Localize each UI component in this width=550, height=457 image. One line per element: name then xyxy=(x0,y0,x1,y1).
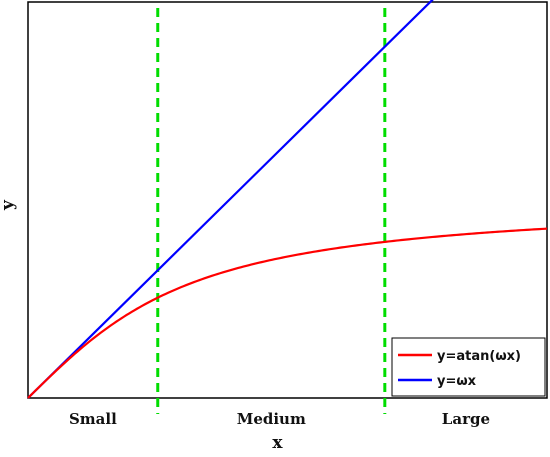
region-label-medium: Medium xyxy=(237,410,306,428)
region-label-small: Small xyxy=(69,410,117,428)
series-atan-line xyxy=(27,227,548,399)
region-labels: Small Medium Large xyxy=(69,410,490,428)
series-linear-line xyxy=(27,0,434,399)
region-boundaries xyxy=(156,8,387,414)
legend-label-1: y=atan(ωx) xyxy=(437,349,521,364)
y-axis-label: y xyxy=(0,199,18,211)
legend-label-2: y=ωx xyxy=(437,374,477,389)
series-layer xyxy=(27,0,548,399)
region-label-large: Large xyxy=(442,410,490,428)
legend: y=atan(ωx) y=ωx xyxy=(391,337,546,397)
legend-box xyxy=(391,337,546,397)
plot-area xyxy=(27,1,548,399)
x-axis-label: x xyxy=(272,433,283,453)
